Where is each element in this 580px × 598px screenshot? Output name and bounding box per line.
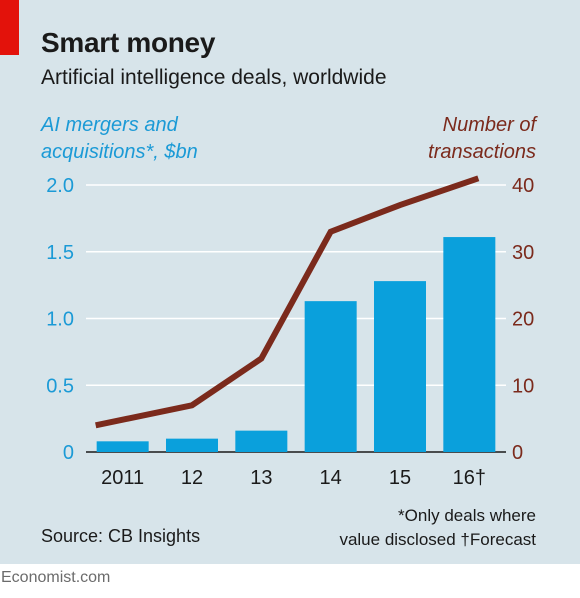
left-tick-label: 0.5 xyxy=(46,375,74,397)
right-axis-title: Number of transactions xyxy=(428,112,536,166)
x-tick-label: 14 xyxy=(320,467,342,489)
right-tick-label: 40 xyxy=(512,175,534,197)
left-tick-label: 0 xyxy=(63,442,74,464)
bars xyxy=(96,237,496,452)
left-tick-label: 1.5 xyxy=(46,242,74,264)
brand-red-tag xyxy=(0,0,19,55)
right-tick-label: 30 xyxy=(512,242,534,264)
footnote-line2: value disclosed †Forecast xyxy=(339,530,536,549)
source-note: Source: CB Insights xyxy=(41,526,201,546)
bar-2011 xyxy=(96,441,149,452)
bar-13 xyxy=(235,430,288,452)
chart-panel: Smart money Artificial intelligence deal… xyxy=(0,0,580,564)
combo-chart: 0 0.5 1.0 1.5 2.0 0 10 20 30 40 2011 12 13 14 15 16† xyxy=(46,175,534,489)
x-tick-label: 2011 xyxy=(101,467,144,489)
right-tick-label: 0 xyxy=(512,442,523,464)
x-tick-label: 16† xyxy=(453,467,486,489)
bar-16 xyxy=(443,237,496,452)
left-tick-label: 2.0 xyxy=(46,175,74,197)
x-tick-label: 12 xyxy=(181,467,203,489)
footnote-line1: *Only deals where xyxy=(398,506,536,525)
right-tick-label: 20 xyxy=(512,309,534,331)
bar-15 xyxy=(374,281,426,452)
left-axis-title-line2: acquisitions*, $bn xyxy=(41,141,198,163)
bar-14 xyxy=(304,301,357,452)
right-axis-title-line1: Number of xyxy=(442,114,536,136)
chart-subtitle: Artificial intelligence deals, worldwide xyxy=(41,66,387,89)
bar-12 xyxy=(166,438,218,452)
left-axis-ticks: 0 0.5 1.0 1.5 2.0 xyxy=(46,175,74,464)
x-tick-label: 13 xyxy=(250,467,272,489)
x-axis-ticks: 2011 12 13 14 15 16† xyxy=(101,467,486,489)
left-axis-title: AI mergers and acquisitions*, $bn xyxy=(41,112,198,166)
gridlines xyxy=(86,184,506,453)
chart-title: Smart money xyxy=(41,27,216,58)
right-axis-ticks: 0 10 20 30 40 xyxy=(512,175,534,464)
transactions-line-path xyxy=(95,175,480,429)
transactions-line xyxy=(95,175,480,429)
right-axis-title-line2: transactions xyxy=(428,141,536,163)
footnote: *Only deals where value disclosed †Forec… xyxy=(339,504,536,552)
right-tick-label: 10 xyxy=(512,375,534,397)
left-tick-label: 1.0 xyxy=(46,309,74,331)
brand-label: Economist.com xyxy=(1,569,111,586)
left-axis-title-line1: AI mergers and xyxy=(41,114,178,136)
x-tick-label: 15 xyxy=(389,467,411,489)
